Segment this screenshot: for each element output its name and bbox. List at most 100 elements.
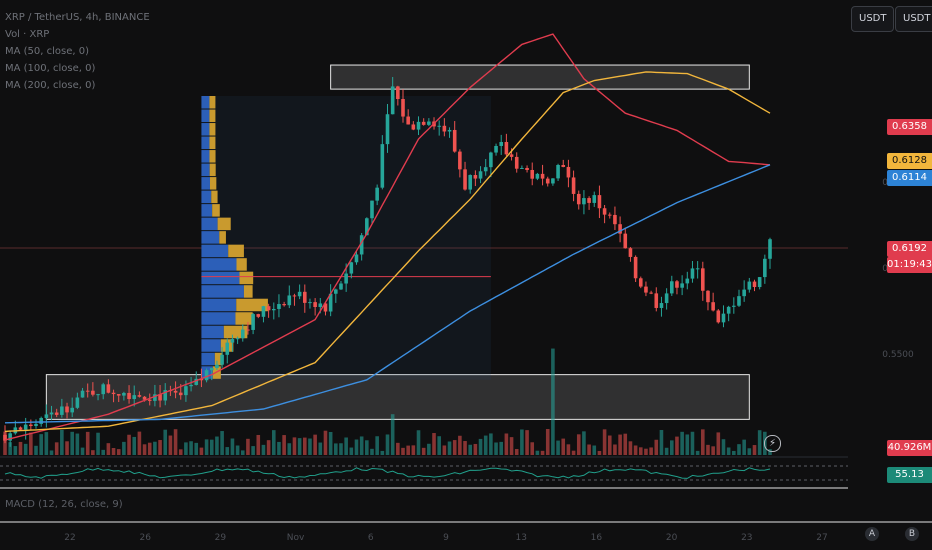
volume-bar xyxy=(390,414,395,455)
candle-body xyxy=(220,354,224,365)
candle-body xyxy=(701,268,705,291)
ma200-line xyxy=(4,164,771,424)
volume-bar xyxy=(525,430,529,455)
ma200-label[interactable]: MA (200, close, 0) xyxy=(5,80,96,91)
x-tick-label: 16 xyxy=(591,533,603,543)
volume-profile-bar-up xyxy=(201,298,237,312)
volume-bar xyxy=(530,442,535,455)
volume-profile-bar-up xyxy=(201,150,210,163)
volume-bar xyxy=(230,438,235,455)
candle-body xyxy=(75,397,80,408)
macd-label[interactable]: MACD (12, 26, close, 9) xyxy=(5,499,123,510)
candle-body xyxy=(3,434,7,441)
volume-bar xyxy=(628,441,633,455)
candle-body xyxy=(339,283,343,290)
volume-profile-bar-up xyxy=(201,163,210,177)
volume-bar xyxy=(91,450,95,455)
candle-body xyxy=(44,414,49,418)
candle-body xyxy=(266,306,271,311)
volume-profile-bar-down xyxy=(211,190,218,204)
volume-profile-bar-down xyxy=(236,258,247,271)
x-tick-label: 9 xyxy=(443,533,449,543)
volume-bar xyxy=(313,434,317,455)
candle-body xyxy=(194,378,199,385)
volume-bar xyxy=(75,433,80,455)
candle-body xyxy=(478,171,483,179)
volume-bar xyxy=(199,447,204,455)
candle-body xyxy=(111,392,116,395)
candle-body xyxy=(695,268,700,270)
volume-bar xyxy=(194,442,199,455)
volume-bar xyxy=(726,447,731,455)
volume-profile-bar-up xyxy=(201,285,244,298)
candle-body xyxy=(261,306,266,317)
volume-profile-bar-down xyxy=(209,109,216,123)
volume-bar xyxy=(370,448,374,455)
candle-body xyxy=(18,427,23,430)
candle-body xyxy=(354,254,359,263)
volume-bar xyxy=(561,438,566,455)
currency-button-left[interactable]: USDT xyxy=(851,6,895,32)
candle-body xyxy=(153,394,157,401)
auto-scale-button[interactable]: A xyxy=(865,527,879,541)
candle-body xyxy=(752,281,757,288)
candle-body xyxy=(101,384,106,395)
volume-bar xyxy=(359,436,364,455)
volume-bar xyxy=(675,436,679,455)
volume-bar xyxy=(132,436,137,455)
candle-body xyxy=(613,214,617,225)
candle-body xyxy=(385,114,390,145)
candle-body xyxy=(287,295,292,306)
candle-body xyxy=(509,154,514,157)
candle-body xyxy=(556,164,560,179)
candle-body xyxy=(256,314,261,317)
flash-icon[interactable]: ⚡ xyxy=(764,435,781,452)
candle-body xyxy=(230,338,235,343)
candle-body xyxy=(215,364,219,369)
volume-bar xyxy=(649,447,653,455)
volume-profile-bar-up xyxy=(201,339,221,352)
candle-body xyxy=(375,187,379,201)
currency-button-right[interactable]: USDT xyxy=(895,6,932,32)
x-tick-label: 26 xyxy=(139,533,151,543)
volume-bar xyxy=(111,447,116,455)
ma50-label[interactable]: MA (50, close, 0) xyxy=(5,46,90,57)
volume-bar xyxy=(623,433,628,455)
volume-bar xyxy=(416,430,421,455)
volume-bar xyxy=(654,439,659,455)
volume-bar xyxy=(721,439,726,455)
volume-bar xyxy=(277,441,281,455)
candle-body xyxy=(54,412,59,415)
candle-body xyxy=(540,173,545,179)
ma50-line xyxy=(4,33,771,441)
volume-bar xyxy=(101,449,106,455)
candle-body xyxy=(251,314,255,330)
volume-bar xyxy=(54,442,59,455)
volume-bar xyxy=(514,449,519,455)
candle-body xyxy=(427,121,431,125)
ma100-label[interactable]: MA (100, close, 0) xyxy=(5,63,96,74)
volume-bar xyxy=(354,439,359,455)
candle-body xyxy=(592,195,597,203)
candle-body xyxy=(494,145,498,153)
volume-profile-bar-down xyxy=(212,204,220,217)
countdown-tag: 01:19:43 xyxy=(887,257,932,273)
volume-bar xyxy=(44,432,49,455)
volume-bar xyxy=(607,435,612,455)
candle-body xyxy=(65,406,69,413)
log-scale-button[interactable]: B xyxy=(905,527,919,541)
volume-bar xyxy=(13,446,18,455)
volume-bar xyxy=(246,438,250,455)
candle-body xyxy=(184,386,188,396)
volume-bar xyxy=(334,443,338,455)
volume-bar xyxy=(292,437,297,455)
rsi-line xyxy=(4,467,771,479)
volume-bar xyxy=(742,439,746,455)
candle-body xyxy=(576,193,581,205)
candle-body xyxy=(96,394,100,396)
candle-body xyxy=(525,167,529,170)
volume-profile-bar-up xyxy=(201,352,215,366)
candle-body xyxy=(380,144,385,188)
candle-body xyxy=(34,423,38,427)
